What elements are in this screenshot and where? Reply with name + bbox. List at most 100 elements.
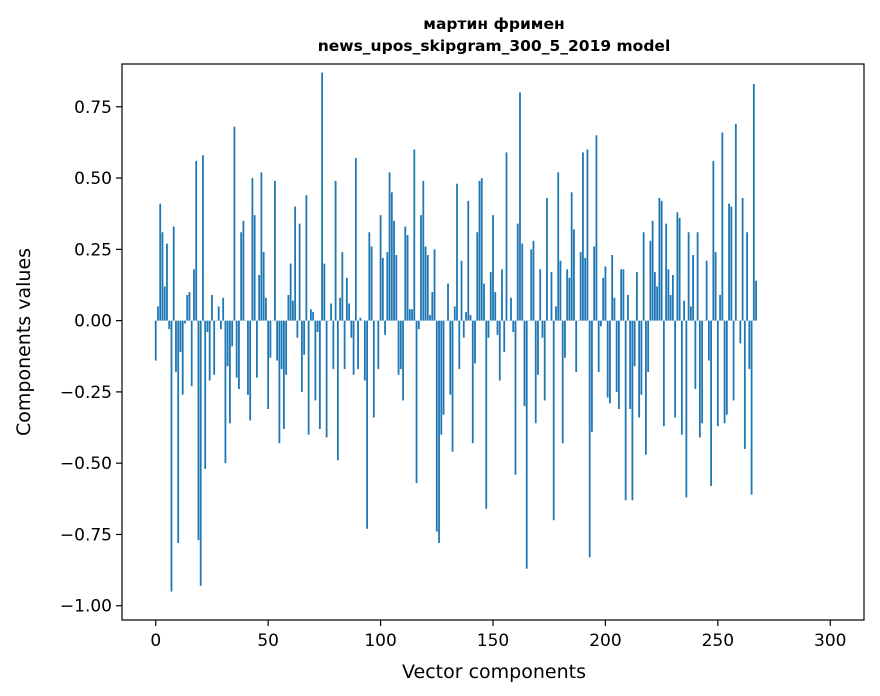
bar-114 <box>411 309 413 321</box>
bar-90 <box>357 320 359 370</box>
bar-26 <box>213 320 216 375</box>
bar-262 <box>743 320 746 449</box>
bar-128 <box>442 320 445 415</box>
bar-171 <box>539 269 542 321</box>
bar-71 <box>314 320 317 401</box>
bar-214 <box>636 272 638 321</box>
bar-142 <box>474 320 476 364</box>
bar-86 <box>348 303 350 321</box>
x-tick-label: 300 <box>814 631 846 651</box>
bar-255 <box>728 203 730 321</box>
bar-245 <box>705 260 708 321</box>
bar-242 <box>698 320 701 438</box>
bar-131 <box>449 320 452 395</box>
bar-252 <box>721 132 724 321</box>
bar-9 <box>175 320 177 372</box>
bar-234 <box>680 320 683 435</box>
bar-143 <box>476 232 479 321</box>
bar-240 <box>694 320 697 390</box>
bar-181 <box>561 320 564 444</box>
bar-221 <box>651 220 654 321</box>
bar-94 <box>366 320 368 529</box>
y-tick-label: −0.25 <box>60 383 112 403</box>
bar-29 <box>220 320 222 330</box>
bar-65 <box>300 320 303 392</box>
bar-251 <box>719 294 721 321</box>
bar-224 <box>658 198 661 321</box>
bar-6 <box>168 320 171 330</box>
bar-148 <box>487 320 490 338</box>
bar-31 <box>224 320 227 464</box>
bar-119 <box>422 180 425 321</box>
bar-39 <box>242 220 245 321</box>
bar-64 <box>298 223 301 321</box>
bar-116 <box>415 320 418 484</box>
bar-201 <box>606 320 609 398</box>
bar-205 <box>615 320 618 392</box>
bar-263 <box>746 232 748 321</box>
bar-159 <box>512 320 515 333</box>
bar-137 <box>462 320 465 338</box>
bar-42 <box>249 320 252 421</box>
bar-89 <box>354 158 357 321</box>
bar-127 <box>440 320 443 435</box>
bar-155 <box>503 320 506 352</box>
bar-62 <box>294 206 297 321</box>
bar-236 <box>685 320 688 498</box>
bar-230 <box>671 274 674 321</box>
bar-150 <box>492 215 494 321</box>
bar-88 <box>352 320 355 375</box>
bar-50 <box>267 320 270 410</box>
bar-122 <box>429 314 431 321</box>
bar-249 <box>714 252 717 321</box>
plot-frame <box>121 63 865 621</box>
bar-12 <box>181 320 184 395</box>
bar-14 <box>186 294 189 321</box>
bar-173 <box>543 320 546 401</box>
x-tick-label: 150 <box>477 631 509 651</box>
bar-139 <box>467 200 470 321</box>
x-tick-label: 0 <box>150 631 161 651</box>
bar-200 <box>604 266 607 321</box>
bar-208 <box>622 269 625 321</box>
bar-107 <box>395 255 398 321</box>
bar-138 <box>465 312 467 321</box>
x-tick-label: 100 <box>364 631 396 651</box>
bar-2 <box>159 203 162 321</box>
bar-108 <box>397 320 400 375</box>
bar-16 <box>190 320 193 387</box>
bar-20 <box>199 320 202 586</box>
x-tick-label: 200 <box>589 631 621 651</box>
bar-70 <box>312 312 315 321</box>
bar-79 <box>332 320 335 370</box>
bar-152 <box>496 320 499 335</box>
bar-141 <box>471 320 474 444</box>
bar-73 <box>318 320 321 429</box>
bar-4 <box>163 286 166 321</box>
y-tick-label: −0.50 <box>60 454 112 474</box>
bar-187 <box>575 320 578 372</box>
bar-105 <box>390 192 393 321</box>
bar-227 <box>665 223 668 321</box>
bar-41 <box>247 320 249 395</box>
bar-186 <box>573 229 575 321</box>
bar-226 <box>662 320 665 427</box>
bar-111 <box>404 226 407 321</box>
bar-0 <box>154 320 157 361</box>
bar-51 <box>269 320 272 358</box>
bar-96 <box>370 246 373 321</box>
bar-183 <box>566 269 569 321</box>
bar-123 <box>431 292 434 321</box>
bar-126 <box>438 320 440 544</box>
bar-229 <box>669 294 672 321</box>
y-axis-label: Components values <box>13 248 35 436</box>
bar-248 <box>712 160 715 321</box>
bar-225 <box>660 200 663 321</box>
bar-161 <box>516 223 519 321</box>
bar-33 <box>229 320 231 424</box>
bar-241 <box>696 232 699 321</box>
bar-170 <box>537 320 539 375</box>
bar-264 <box>748 320 751 370</box>
bar-56 <box>280 320 283 370</box>
